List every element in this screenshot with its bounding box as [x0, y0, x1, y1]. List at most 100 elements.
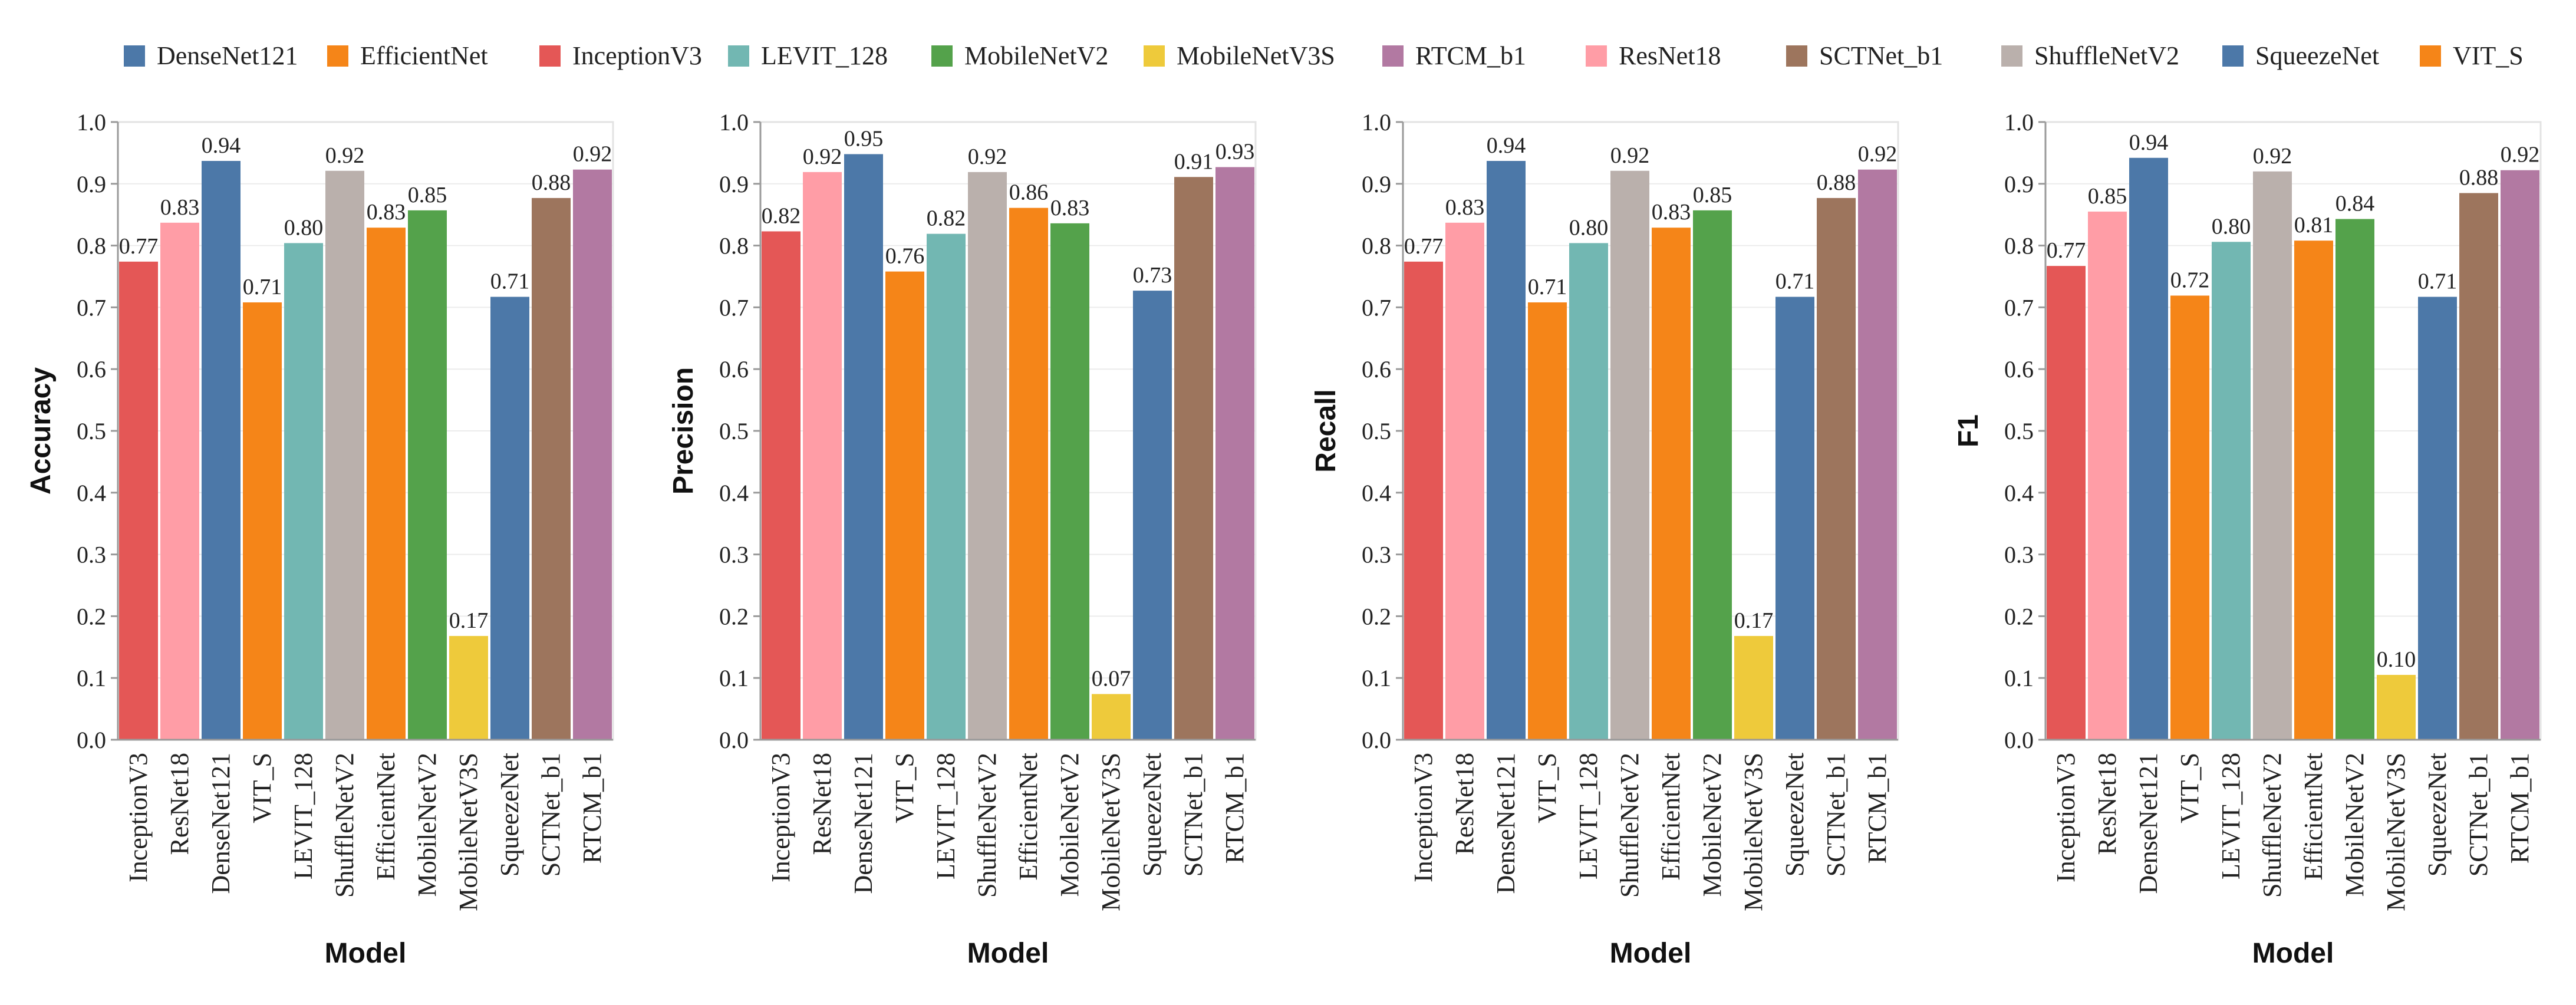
category-label-mobilenetv3s: MobileNetV3S — [1096, 753, 1125, 911]
bar-resnet18 — [2088, 211, 2127, 740]
value-label-rtcm-b1: 0.93 — [1215, 140, 1255, 164]
category-label-efficientnet: EfficientNet — [1014, 753, 1043, 881]
bar-rtcm-b1 — [573, 169, 612, 740]
panel-accuracy: 0.77 InceptionV3 0.83 ResNet18 0.94 DenseNet1… — [25, 109, 614, 969]
value-label-resnet18: 0.83 — [1445, 195, 1485, 220]
category-label-efficientnet: EfficientNet — [371, 753, 400, 881]
chart-panels: 0.77 InceptionV3 0.83 ResNet18 0.94 DenseNet1… — [25, 109, 2542, 969]
bar-resnet18 — [803, 172, 842, 740]
value-label-resnet18: 0.92 — [803, 144, 842, 169]
bar-densenet121 — [2129, 157, 2168, 740]
y-tick-label: 0.7 — [2004, 294, 2034, 321]
category-label-mobilenetv2: MobileNetV2 — [413, 753, 442, 897]
category-label-squeezenet: SqueezeNet — [1780, 753, 1809, 877]
value-label-squeezenet: 0.71 — [490, 269, 530, 294]
y-tick-label: 1.0 — [1362, 109, 1391, 136]
category-label-inceptionv3: InceptionV3 — [766, 753, 795, 882]
value-label-levit-128: 0.80 — [1569, 215, 1609, 240]
bar-rtcm-b1 — [1215, 167, 1254, 740]
bar-sctnet-b1 — [1174, 177, 1213, 740]
legend-label: SqueezeNet — [2255, 41, 2379, 70]
y-tick-label: 0.6 — [77, 356, 106, 383]
bar-mobilenetv2 — [1050, 223, 1089, 740]
category-label-rtcm-b1: RTCM_b1 — [578, 753, 607, 864]
bar-densenet121 — [844, 154, 883, 740]
y-tick-label: 0.8 — [719, 233, 749, 259]
bar-shufflenetv2 — [325, 170, 364, 740]
y-tick-label: 0.7 — [719, 294, 749, 321]
category-label-vit-s: VIT_S — [2175, 753, 2204, 823]
category-label-squeezenet: SqueezeNet — [495, 753, 524, 877]
value-label-densenet121: 0.94 — [1487, 133, 1526, 158]
y-tick-label: 0.4 — [77, 480, 106, 506]
bar-shufflenetv2 — [968, 172, 1007, 740]
y-tick-label: 0.7 — [77, 294, 106, 321]
y-tick-label: 0.9 — [2004, 171, 2034, 197]
legend-item-inceptionv3: InceptionV3 — [539, 41, 702, 70]
value-label-mobilenetv2: 0.83 — [1050, 196, 1090, 220]
value-label-mobilenetv2: 0.85 — [408, 183, 447, 207]
y-tick-label: 0.0 — [77, 727, 106, 753]
value-label-shufflenetv2: 0.92 — [968, 144, 1007, 169]
bar-inceptionv3 — [2047, 266, 2086, 740]
legend-item-sctnet-b1: SCTNet_b1 — [1786, 41, 1943, 70]
legend-label: MobileNetV3S — [1177, 41, 1335, 70]
category-label-vit-s: VIT_S — [1533, 753, 1562, 823]
category-label-inceptionv3: InceptionV3 — [1409, 753, 1438, 882]
value-label-sctnet-b1: 0.88 — [2459, 166, 2499, 190]
y-tick-label: 0.5 — [2004, 418, 2034, 444]
bar-resnet18 — [1445, 222, 1484, 740]
bar-vit-s — [885, 271, 924, 740]
panel-precision: 0.82 InceptionV3 0.92 ResNet18 0.95 DenseNet1… — [668, 109, 1257, 969]
bar-mobilenetv2 — [2335, 219, 2374, 740]
category-label-mobilenetv3s: MobileNetV3S — [1739, 753, 1768, 911]
bar-shufflenetv2 — [1610, 170, 1649, 740]
value-label-efficientnet: 0.86 — [1009, 180, 1049, 205]
bar-sctnet-b1 — [532, 197, 571, 740]
bar-vit-s — [243, 302, 282, 740]
value-label-vit-s: 0.72 — [2170, 268, 2210, 292]
legend-swatch — [728, 45, 749, 67]
legend-item-efficientnet: EfficientNet — [327, 41, 488, 70]
y-tick-label: 0.0 — [719, 727, 749, 753]
category-label-vit-s: VIT_S — [248, 753, 276, 823]
value-label-efficientnet: 0.83 — [367, 200, 406, 225]
category-label-sctnet-b1: SCTNet_b1 — [2464, 753, 2493, 877]
bar-resnet18 — [160, 222, 199, 740]
x-axis-title: Model — [967, 938, 1049, 969]
category-label-densenet121: DenseNet121 — [206, 753, 235, 894]
category-label-mobilenetv3s: MobileNetV3S — [2381, 753, 2410, 911]
y-tick-label: 0.1 — [77, 665, 106, 691]
legend-label: ResNet18 — [1619, 41, 1721, 70]
legend-item-levit-128: LEVIT_128 — [728, 41, 888, 70]
bar-squeezenet — [1775, 296, 1814, 740]
y-tick-label: 0.4 — [1362, 480, 1391, 506]
value-label-levit-128: 0.80 — [284, 215, 324, 240]
value-label-efficientnet: 0.83 — [1652, 200, 1691, 225]
category-label-rtcm-b1: RTCM_b1 — [2505, 753, 2534, 864]
legend-item-squeezenet: SqueezeNet — [2222, 41, 2379, 70]
y-tick-label: 0.4 — [719, 480, 749, 506]
y-tick-label: 0.3 — [719, 542, 749, 568]
legend-label: LEVIT_128 — [761, 41, 888, 70]
bar-rtcm-b1 — [2501, 170, 2539, 740]
y-tick-label: 0.0 — [2004, 727, 2034, 753]
y-axis-title: F1 — [1953, 414, 1984, 447]
category-label-mobilenetv3s: MobileNetV3S — [454, 753, 483, 911]
value-label-mobilenetv3s: 0.17 — [1734, 608, 1774, 633]
legend-item-mobilenetv2: MobileNetV2 — [931, 41, 1108, 70]
category-label-levit-128: LEVIT_128 — [289, 753, 318, 879]
category-label-squeezenet: SqueezeNet — [2423, 753, 2452, 877]
y-tick-label: 0.6 — [1362, 356, 1391, 383]
value-label-densenet121: 0.94 — [2129, 130, 2169, 155]
value-label-densenet121: 0.95 — [844, 126, 884, 151]
y-tick-label: 1.0 — [77, 109, 106, 136]
category-label-levit-128: LEVIT_128 — [1574, 753, 1603, 879]
category-label-vit-s: VIT_S — [890, 753, 919, 823]
bar-vit-s — [1528, 302, 1567, 740]
y-tick-label: 0.2 — [1362, 603, 1391, 630]
category-label-resnet18: ResNet18 — [808, 753, 836, 855]
value-label-resnet18: 0.83 — [160, 195, 200, 220]
value-label-mobilenetv3s: 0.17 — [449, 608, 489, 633]
bar-squeezenet — [490, 296, 529, 740]
